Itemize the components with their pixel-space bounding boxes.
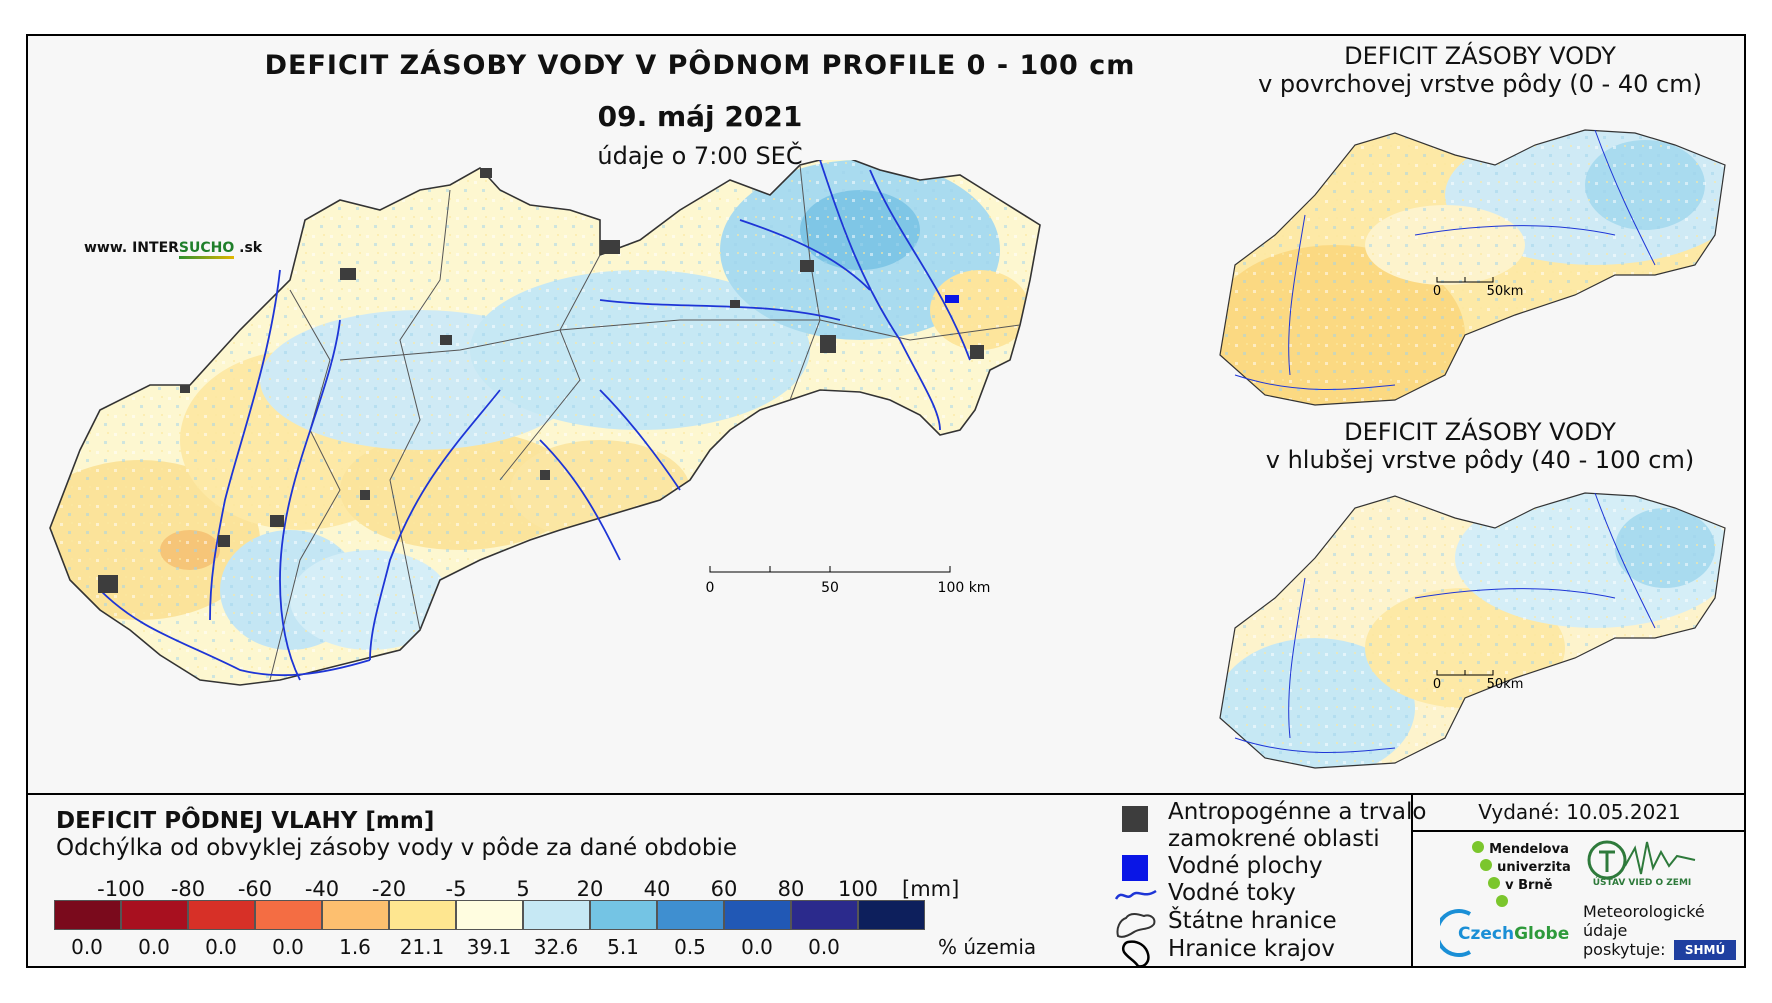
legend-subtitle: Odchýlka od obvyklej zásoby vody v pôde … bbox=[56, 835, 737, 861]
legend-threshold: 80 bbox=[777, 877, 805, 901]
inset-bottom-title: DEFICIT ZÁSOBY VODY v hlubšej vrstve pôd… bbox=[1215, 418, 1745, 474]
inset-top-title-line2: v povrchovej vrstve pôdy (0 - 40 cm) bbox=[1258, 70, 1702, 98]
legend-percent: 0.0 bbox=[138, 935, 170, 959]
legend-swatch bbox=[188, 900, 255, 930]
water-streams-icon bbox=[1114, 889, 1157, 900]
legend-swatch bbox=[121, 900, 188, 930]
mendel-line2: univerzita bbox=[1497, 860, 1571, 875]
legend-swatch bbox=[791, 900, 858, 930]
legend-percent: 0.5 bbox=[674, 935, 706, 959]
issued-date: Vydané: 10.05.2021 bbox=[1478, 800, 1681, 824]
inset-top-title-line1: DEFICIT ZÁSOBY VODY bbox=[1344, 42, 1616, 70]
website-suffix: .sk bbox=[234, 240, 263, 256]
inset-bottom-scale-50: 50km bbox=[1487, 677, 1524, 692]
region-border-icon bbox=[1121, 940, 1150, 968]
legend-threshold: 20 bbox=[576, 877, 604, 901]
institute-name: ÚSTAV VIED O ZEMI bbox=[1592, 878, 1692, 888]
legend-swatch bbox=[456, 900, 523, 930]
legend-percent: 32.6 bbox=[533, 935, 579, 959]
legend-threshold: 60 bbox=[710, 877, 738, 901]
legend-swatch bbox=[54, 900, 121, 930]
institute-logo[interactable]: ÚSTAV VIED O ZEMI bbox=[1585, 838, 1697, 894]
legend-swatch bbox=[657, 900, 724, 930]
legend-swatch bbox=[523, 900, 590, 930]
legend-unit: [mm] bbox=[902, 877, 960, 901]
region-border-label: Hranice krajov bbox=[1168, 936, 1335, 962]
water-body-icon bbox=[945, 295, 959, 303]
inset-top-scale-50: 50km bbox=[1487, 284, 1524, 299]
water-streams-label: Vodné toky bbox=[1168, 880, 1296, 906]
seismograph-icon bbox=[1587, 840, 1696, 880]
map-title: DEFICIT ZÁSOBY VODY V PÔDNOM PROFILE 0 -… bbox=[264, 50, 1136, 81]
legend-threshold: 40 bbox=[643, 877, 671, 901]
inset-bottom-title-line2: v hlubšej vrstve pôdy (40 - 100 cm) bbox=[1265, 446, 1695, 474]
meteo-line1: Meteorologické bbox=[1583, 902, 1705, 921]
legend-swatch bbox=[322, 900, 389, 930]
legend-threshold: -5 bbox=[445, 877, 467, 901]
mendel-line1: Mendelova bbox=[1489, 842, 1569, 857]
meteo-credit: Meteorologické údaje poskytuje: bbox=[1583, 902, 1705, 959]
legend-swatch bbox=[255, 900, 322, 930]
czechglobe-text-b: Globe bbox=[1514, 924, 1570, 944]
meteo-line3: poskytuje: bbox=[1583, 940, 1666, 959]
mendel-logo[interactable]: Mendelova univerzita v Brně bbox=[1472, 840, 1571, 910]
legend-percent-label: % územia bbox=[938, 935, 1037, 959]
legend-threshold: -80 bbox=[170, 877, 206, 901]
logos-divider bbox=[1411, 793, 1413, 968]
legend-title: DEFICIT PÔDNEJ VLAHY [mm] bbox=[56, 808, 435, 834]
legend-threshold: -20 bbox=[371, 877, 407, 901]
scale-label-50: 50 bbox=[821, 580, 839, 596]
legend-swatch bbox=[724, 900, 791, 930]
shmu-logo[interactable]: SHMÚ bbox=[1674, 940, 1736, 960]
map-time-note: údaje o 7:00 SEČ bbox=[597, 142, 803, 170]
legend-swatch bbox=[389, 900, 456, 930]
czechglobe-text-a: Czech bbox=[1458, 924, 1515, 944]
legend-percent: 39.1 bbox=[466, 935, 512, 959]
anthropogenic-swatch bbox=[1122, 806, 1148, 832]
meteo-line2: údaje bbox=[1583, 921, 1628, 940]
inset-bottom-title-line1: DEFICIT ZÁSOBY VODY bbox=[1344, 418, 1616, 446]
legend-threshold: -100 bbox=[97, 877, 145, 901]
legend-percent: 0.0 bbox=[272, 935, 304, 959]
water-bodies-label: Vodné plochy bbox=[1168, 853, 1323, 879]
map-date: 09. máj 2021 bbox=[597, 100, 803, 133]
mendel-line3: v Brně bbox=[1505, 878, 1553, 893]
legend-swatch bbox=[858, 900, 925, 930]
anthropogenic-label-2: zamokrené oblasti bbox=[1168, 826, 1380, 852]
inset-top-map: 0 50km bbox=[1219, 129, 1726, 406]
main-map: 0 50 100 km bbox=[49, 160, 1041, 686]
website-prefix: www. INTER bbox=[84, 240, 179, 256]
water-bodies-swatch bbox=[1122, 855, 1148, 881]
scale-label-100: 100 km bbox=[938, 580, 991, 596]
legend-percent: 21.1 bbox=[399, 935, 445, 959]
legend-percent: 0.0 bbox=[741, 935, 773, 959]
inset-top-scale-0: 0 bbox=[1433, 284, 1441, 299]
legend-threshold: 100 bbox=[837, 877, 879, 901]
website-highlight: SUCHO bbox=[178, 240, 235, 259]
website-label[interactable]: www. INTERSUCHO .sk bbox=[84, 240, 263, 259]
czechglobe-icon bbox=[1440, 909, 1472, 957]
czechglobe-logo[interactable]: CzechGlobe bbox=[1440, 908, 1570, 958]
legend-percent: 0.0 bbox=[71, 935, 103, 959]
legend-percent: 0.0 bbox=[205, 935, 237, 959]
issued-divider bbox=[1413, 830, 1746, 832]
inset-bottom-map: 0 50km bbox=[1219, 492, 1726, 769]
legend-threshold: -60 bbox=[237, 877, 273, 901]
inset-top-title: DEFICIT ZÁSOBY VODY v povrchovej vrstve … bbox=[1215, 42, 1745, 98]
legend-percent: 5.1 bbox=[607, 935, 639, 959]
legend-swatch bbox=[590, 900, 657, 930]
state-border-label: Štátne hranice bbox=[1168, 908, 1337, 934]
legend-percent: 1.6 bbox=[339, 935, 371, 959]
inset-bottom-scale-0: 0 bbox=[1433, 677, 1441, 692]
legend-percent: 0.0 bbox=[808, 935, 840, 959]
legend-threshold: 5 bbox=[516, 877, 530, 901]
legend-threshold: -40 bbox=[304, 877, 340, 901]
anthropogenic-label-1: Antropogénne a trvalo bbox=[1168, 799, 1427, 825]
scale-label-0: 0 bbox=[706, 580, 715, 596]
legend-divider bbox=[26, 793, 1746, 795]
state-border-icon bbox=[1116, 913, 1156, 938]
